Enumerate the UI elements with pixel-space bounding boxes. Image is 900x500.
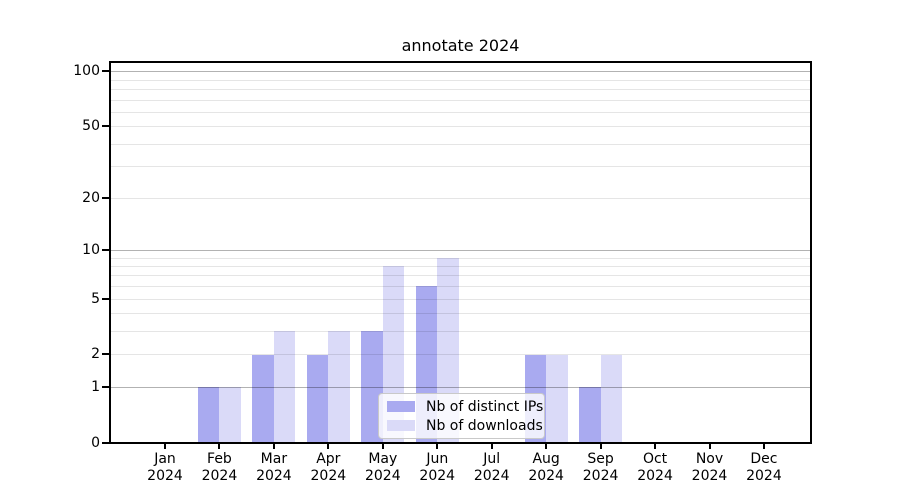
gridline-50 xyxy=(110,126,811,128)
gridline-8 xyxy=(110,265,811,267)
bar-distinct-ips-may xyxy=(361,331,383,443)
x-tick-label-apr: Apr 2024 xyxy=(310,451,347,484)
x-tick-label-jun: Jun 2024 xyxy=(419,451,456,484)
x-tick-label-mar: Mar 2024 xyxy=(256,451,292,484)
right-spine xyxy=(810,61,812,444)
y-tick-5 xyxy=(102,297,109,300)
y-tick-label-2: 2 xyxy=(91,346,100,363)
gridline-5 xyxy=(110,298,811,300)
x-tick-may xyxy=(381,443,384,449)
y-tick-20 xyxy=(102,196,109,199)
bar-downloads-sep xyxy=(600,354,623,443)
bar-downloads-feb xyxy=(219,387,241,443)
x-tick-mar xyxy=(272,443,275,449)
x-tick-aug xyxy=(545,443,548,449)
legend-swatch-distinct-ips xyxy=(387,401,415,412)
gridline-100 xyxy=(110,71,811,73)
bar-distinct-ips-apr xyxy=(306,354,329,443)
gridline-80 xyxy=(110,88,811,90)
bar-downloads-mar xyxy=(273,331,296,443)
y-tick-2 xyxy=(102,353,109,356)
x-tick-apr xyxy=(327,443,330,449)
bar-distinct-ips-mar xyxy=(252,354,274,443)
x-tick-label-jan: Jan 2024 xyxy=(147,451,183,484)
x-tick-label-may: May 2024 xyxy=(364,451,401,484)
x-tick-label-jul: Jul 2024 xyxy=(473,451,510,484)
gridlines-layer xyxy=(110,62,811,443)
legend-item-distinct-ips: Nb of distinct IPs xyxy=(387,398,543,415)
top-spine xyxy=(109,61,812,63)
gridline-60 xyxy=(110,111,811,113)
y-tick-10 xyxy=(102,248,109,251)
x-tick-label-nov: Nov 2024 xyxy=(691,451,728,484)
gridline-7 xyxy=(110,275,811,277)
x-tick-oct xyxy=(654,443,657,449)
y-axis-spine xyxy=(109,61,111,444)
plot-area: Nb of distinct IPs Nb of downloads xyxy=(109,61,812,444)
gridline-70 xyxy=(110,99,811,101)
gridline-1 xyxy=(110,387,811,389)
x-tick-label-aug: Aug 2024 xyxy=(528,451,564,484)
legend-label-downloads: Nb of downloads xyxy=(426,417,543,434)
gridline-20 xyxy=(110,197,811,199)
x-tick-jul xyxy=(490,443,493,449)
gridline-90 xyxy=(110,79,811,81)
bar-downloads-apr xyxy=(328,331,350,443)
x-axis-spine xyxy=(109,442,812,444)
y-tick-label-1: 1 xyxy=(91,379,100,396)
gridline-6 xyxy=(110,286,811,288)
bar-downloads-aug xyxy=(546,354,568,443)
y-tick-label-20: 20 xyxy=(82,189,100,206)
x-tick-label-sep: Sep 2024 xyxy=(582,451,619,484)
y-tick-label-50: 50 xyxy=(82,118,100,135)
chart-title: annotate 2024 xyxy=(401,36,520,55)
x-tick-label-oct: Oct 2024 xyxy=(637,451,673,484)
x-tick-nov xyxy=(708,443,711,449)
legend-item-downloads: Nb of downloads xyxy=(387,417,543,434)
gridline-4 xyxy=(110,313,811,315)
x-tick-label-dec: Dec 2024 xyxy=(746,451,782,484)
y-tick-100 xyxy=(102,70,109,73)
legend: Nb of distinct IPs Nb of downloads xyxy=(378,393,545,439)
gridline-40 xyxy=(110,143,811,145)
x-tick-jan xyxy=(164,443,166,449)
y-tick-label-5: 5 xyxy=(91,290,100,307)
x-tick-label-feb: Feb 2024 xyxy=(201,451,238,484)
x-tick-feb xyxy=(218,443,221,449)
y-tick-label-100: 100 xyxy=(73,63,100,80)
legend-swatch-downloads xyxy=(387,420,415,431)
gridline-2 xyxy=(110,354,811,356)
gridline-30 xyxy=(110,166,811,168)
gridline-3 xyxy=(110,331,811,333)
legend-label-distinct-ips: Nb of distinct IPs xyxy=(426,398,544,415)
gridline-10 xyxy=(110,249,811,251)
y-tick-label-0: 0 xyxy=(91,435,100,451)
y-tick-50 xyxy=(102,125,109,128)
x-tick-jun xyxy=(436,443,439,449)
y-tick-1 xyxy=(102,386,109,389)
y-tick-0 xyxy=(102,442,109,444)
gridline-9 xyxy=(110,257,811,259)
bar-distinct-ips-sep xyxy=(579,387,601,443)
bar-distinct-ips-feb xyxy=(197,387,220,443)
y-tick-label-10: 10 xyxy=(82,241,100,258)
x-tick-sep xyxy=(599,443,602,449)
x-tick-dec xyxy=(762,443,765,449)
